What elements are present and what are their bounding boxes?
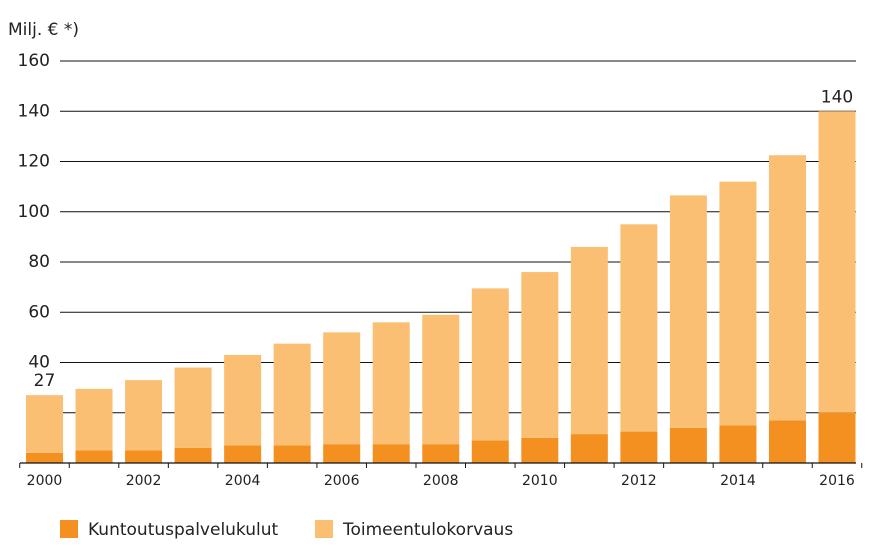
bar-segment bbox=[669, 195, 707, 428]
x-tick-label: 2002 bbox=[126, 473, 162, 489]
bar-segment bbox=[75, 388, 113, 451]
bar-segment bbox=[620, 224, 658, 432]
x-tick-label: 2008 bbox=[423, 473, 459, 489]
bar-segment bbox=[422, 314, 460, 445]
bar-segment bbox=[174, 367, 212, 448]
y-axis-label: Milj. € *) bbox=[8, 20, 79, 40]
bar-segment bbox=[174, 447, 212, 463]
bar-segment bbox=[422, 444, 460, 463]
bar-segment bbox=[273, 343, 311, 446]
legend-label: Toimeentulokorvaus bbox=[342, 520, 513, 540]
legend-swatch bbox=[60, 520, 78, 538]
bar-segment bbox=[372, 322, 410, 445]
bar-segment bbox=[719, 425, 757, 463]
bar-segment bbox=[323, 332, 361, 445]
bar-segment bbox=[273, 445, 311, 463]
bar-segment bbox=[26, 395, 63, 453]
x-tick-label: 2000 bbox=[27, 473, 63, 489]
bar-segment bbox=[372, 444, 410, 463]
bar-segment bbox=[818, 412, 856, 463]
bar-segment bbox=[224, 445, 262, 463]
total-label: 140 bbox=[821, 87, 853, 107]
x-tick-label: 2016 bbox=[819, 473, 855, 489]
bar-segment bbox=[471, 440, 509, 463]
bar-segment bbox=[620, 431, 658, 463]
x-tick-label: 2010 bbox=[522, 473, 558, 489]
y-tick-label: 140 bbox=[18, 101, 50, 121]
bar-segment bbox=[471, 288, 509, 441]
legend-swatch bbox=[315, 520, 333, 538]
y-tick-label: 60 bbox=[28, 302, 50, 322]
bar-segment bbox=[125, 380, 163, 451]
bar-segment bbox=[570, 246, 608, 435]
bar-segment bbox=[26, 452, 63, 463]
y-tick-label: 80 bbox=[28, 252, 50, 272]
y-tick-label: 100 bbox=[18, 202, 50, 222]
x-tick-label: 2014 bbox=[720, 473, 756, 489]
bar-segment bbox=[323, 444, 361, 463]
bar-segment bbox=[521, 437, 559, 463]
bar-segment bbox=[224, 354, 262, 446]
bar-segment bbox=[818, 111, 856, 413]
bar-segment bbox=[75, 450, 113, 463]
bar-segment bbox=[768, 420, 806, 463]
x-tick-label: 2006 bbox=[324, 473, 360, 489]
total-label: 27 bbox=[34, 371, 56, 391]
y-tick-label: 160 bbox=[18, 51, 50, 71]
legend-label: Kuntoutuspalvelukulut bbox=[88, 520, 279, 540]
bar-segment bbox=[768, 155, 806, 421]
y-tick-label: 120 bbox=[18, 152, 50, 172]
x-tick-label: 2004 bbox=[225, 473, 261, 489]
bar-segment bbox=[125, 450, 163, 463]
bar-segment bbox=[521, 272, 559, 438]
bar-segment bbox=[719, 181, 757, 426]
y-tick-label: 40 bbox=[28, 353, 50, 373]
bar-segment bbox=[570, 434, 608, 463]
x-tick-label: 2012 bbox=[621, 473, 657, 489]
bar-segment bbox=[669, 427, 707, 463]
